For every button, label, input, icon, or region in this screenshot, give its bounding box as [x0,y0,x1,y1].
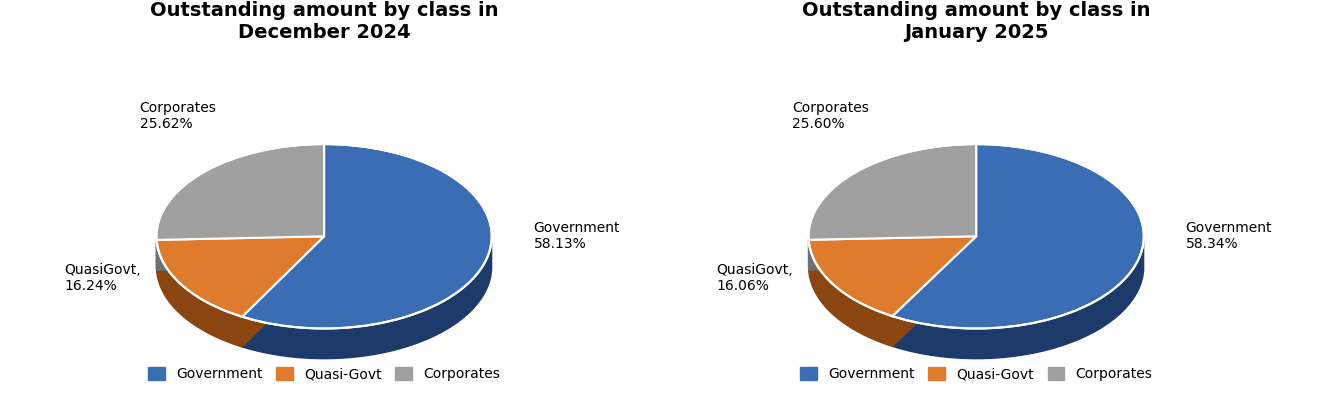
Legend: Government, Quasi-Govt, Corporates: Government, Quasi-Govt, Corporates [795,362,1158,387]
Ellipse shape [808,174,1143,359]
Legend: Government, Quasi-Govt, Corporates: Government, Quasi-Govt, Corporates [143,362,506,387]
Polygon shape [242,236,325,347]
Text: QuasiGovt,
16.06%: QuasiGovt, 16.06% [717,263,792,293]
Text: Government
58.13%: Government 58.13% [534,221,620,251]
Ellipse shape [156,174,492,359]
Polygon shape [808,236,977,316]
Polygon shape [892,240,1143,359]
Polygon shape [892,144,1143,328]
Polygon shape [242,240,492,359]
Polygon shape [808,236,977,270]
Text: Corporates
25.62%: Corporates 25.62% [139,100,216,131]
Polygon shape [808,240,892,346]
Polygon shape [156,236,325,270]
Polygon shape [156,240,242,347]
Title: Outstanding amount by class in
December 2024: Outstanding amount by class in December … [150,1,498,42]
Polygon shape [156,236,325,317]
Title: Outstanding amount by class in
January 2025: Outstanding amount by class in January 2… [802,1,1150,42]
Polygon shape [156,144,325,240]
Polygon shape [808,144,977,240]
Polygon shape [156,236,325,270]
Polygon shape [242,144,492,328]
Polygon shape [808,236,977,270]
Text: Government
58.34%: Government 58.34% [1186,221,1272,251]
Polygon shape [242,236,325,347]
Text: QuasiGovt,
16.24%: QuasiGovt, 16.24% [65,263,140,293]
Text: Corporates
25.60%: Corporates 25.60% [792,100,869,131]
Polygon shape [892,236,977,346]
Polygon shape [892,236,977,346]
